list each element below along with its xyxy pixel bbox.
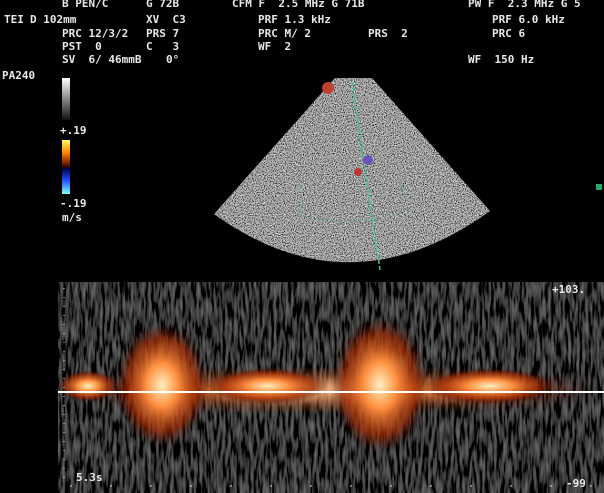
marker (596, 184, 602, 190)
header-text: XV C3 (146, 13, 186, 26)
time-scale: 5.3s (76, 471, 103, 484)
color-scale: PA240 +.19 -.19 m/s (2, 69, 87, 224)
header-text: PST 0 (62, 40, 102, 53)
header-text: PW F 2.3 MHz G 5 (468, 0, 581, 10)
flow (354, 168, 362, 176)
flow (363, 155, 373, 165)
header-text: SV 6/ 46mmB (62, 53, 142, 66)
header-text: 0° (166, 53, 179, 66)
flow (208, 368, 328, 404)
header-text: WF 2 (258, 40, 291, 53)
header-text: WF 150 Hz (468, 53, 534, 66)
header-text: PRC 6 (492, 27, 525, 40)
sector (214, 78, 490, 263)
scale-unit: m/s (62, 211, 82, 224)
header-text: B PEN/C (62, 0, 108, 10)
header-text: PRF 1.3 kHz (258, 13, 331, 26)
scale-max: +.19 (60, 124, 87, 137)
doppler-panel: +103. -99 5.3s (58, 282, 604, 493)
header-text: TEI (4, 13, 24, 26)
flow (425, 368, 555, 404)
velocity-bottom: -99 (566, 477, 586, 490)
color-bar (62, 140, 70, 194)
header-text: C 3 (146, 40, 179, 53)
color-box (299, 164, 409, 222)
marker (322, 82, 334, 94)
sector-image (213, 77, 602, 271)
systolic-flow (116, 323, 208, 447)
gray-bar (62, 78, 70, 120)
header-text: PRS 2 (368, 27, 408, 40)
header-text: PRF 6.0 kHz (492, 13, 565, 26)
velocity-top: +103. (552, 283, 585, 296)
header-text: PRC M/ 2 (258, 27, 311, 40)
header-text: D 102mm (30, 13, 77, 26)
cursor-line (351, 81, 381, 271)
flow (58, 370, 118, 402)
header: B PEN/C TEI D 102mm PRC 12/3/2 PST 0 SV … (4, 0, 581, 66)
probe-label: PA240 (2, 69, 35, 82)
systolic-flow (332, 317, 428, 453)
header-text: CFM F 2.5 MHz G 71B (232, 0, 365, 10)
header-text: PRC 12/3/2 (62, 27, 128, 40)
header-text: G 72B (146, 0, 179, 10)
scale-min: -.19 (60, 197, 87, 210)
header-text: PRS 7 (146, 27, 179, 40)
